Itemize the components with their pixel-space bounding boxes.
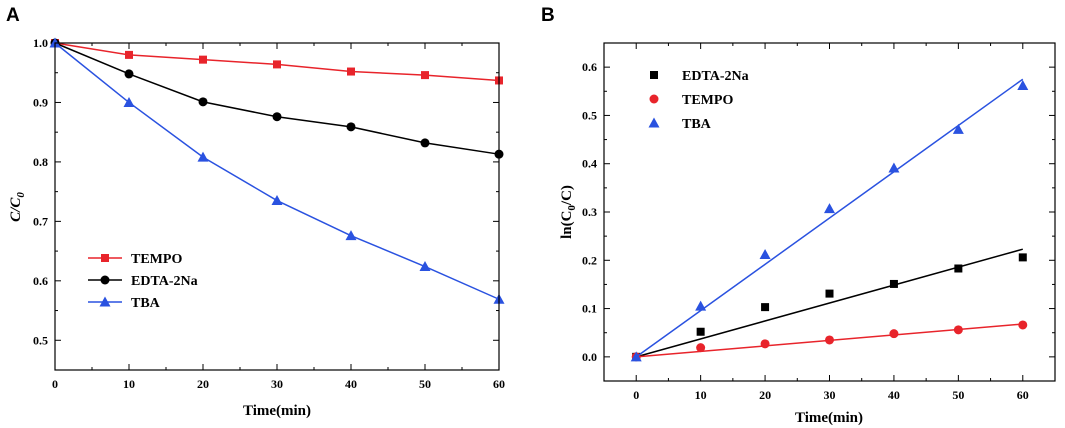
panel-b-ticks: 0 10 20 30 40 50 60 0.0 0.1 0.2 0.3 0.4 0.5 0.6 [582, 43, 1055, 402]
b-point-tba [695, 300, 707, 311]
b-x-tick-label: 10 [695, 388, 707, 402]
b-legend-marker-tba [648, 117, 660, 128]
b-legend-label-tba: TBA [682, 117, 712, 132]
a-point-edta-2na [272, 112, 282, 122]
a-x-tick-label: 40 [345, 377, 357, 391]
a-point-tba [123, 96, 135, 107]
b-y-tick-label: 0.4 [582, 157, 597, 171]
a-y-tick-label: 1.0 [33, 36, 48, 50]
svg-text:C/C0: C/C0 [8, 192, 27, 222]
b-y-tick-label: 0.1 [582, 302, 597, 316]
b-point-tempo [760, 339, 770, 349]
a-legend-label-tempo: TEMPO [131, 252, 182, 267]
b-x-tick-label: 40 [888, 388, 900, 402]
panel-b-legend: EDTA-2Na TEMPO TBA [648, 69, 749, 132]
panel-b-ylabel-post: /C) [559, 185, 575, 206]
b-point-tba [1017, 79, 1029, 90]
b-point-tba [824, 203, 835, 214]
panel-letter-a: A [6, 5, 20, 26]
b-point-tempo [696, 343, 706, 353]
a-point-edta-2na [124, 69, 134, 79]
b-x-tick-label: 50 [952, 388, 964, 402]
b-point-tempo [953, 325, 963, 335]
a-legend-marker-tempo [101, 254, 109, 262]
a-y-tick-label: 0.9 [33, 95, 48, 109]
b-point-tempo [1018, 320, 1028, 330]
a-y-tick-label: 0.8 [33, 155, 48, 169]
b-point-tba [952, 123, 964, 134]
b-y-tick-label: 0.5 [582, 108, 597, 122]
b-x-tick-label: 60 [1017, 388, 1029, 402]
a-legend-marker-tba [99, 296, 111, 307]
b-legend-marker-edta-2na [650, 71, 658, 79]
b-point-tba [630, 351, 642, 362]
a-point-tba [419, 261, 431, 272]
panel-b-xlabel: Time(min) [795, 410, 863, 426]
b-point-edta-2na [761, 303, 770, 312]
a-y-tick-label: 0.6 [33, 274, 48, 288]
b-point-tba [759, 248, 771, 259]
panel-a-legend: TEMPO EDTA-2Na TBA [88, 252, 198, 311]
a-point-tba [197, 151, 209, 162]
b-point-edta-2na [954, 264, 963, 273]
panel-a-ylabel-main: C/C [8, 197, 24, 222]
panel-a-xlabel: Time(min) [243, 403, 311, 419]
panel-b-ylabel-pre: ln(C [559, 211, 575, 239]
b-y-tick-label: 0.3 [582, 205, 597, 219]
b-y-tick-label: 0.2 [582, 253, 597, 267]
b-point-edta-2na [825, 289, 834, 298]
panel-b-ylabel: ln(C0/C) [559, 185, 578, 239]
b-y-tick-label: 0.6 [582, 60, 597, 74]
panel-b-frame [603, 42, 1056, 382]
svg-text:ln(C0/C): ln(C0/C) [559, 185, 578, 239]
b-point-edta-2na [696, 327, 705, 336]
b-point-edta-2na [1018, 253, 1027, 262]
a-point-edta-2na [346, 122, 356, 132]
b-x-tick-label: 30 [824, 388, 836, 402]
a-series-line-tba [54, 42, 500, 300]
a-legend-label-tba: TBA [131, 296, 161, 311]
a-point-tempo [199, 55, 207, 64]
b-y-tick-label: 0.0 [582, 350, 597, 364]
b-legend-marker-tempo [649, 94, 659, 104]
panel-a: A 0 10 20 30 40 50 60 0.5 0.6 0.7 0.8 0.9 1.0 Time(m… [6, 5, 505, 419]
a-point-tempo [125, 50, 133, 59]
a-y-tick-label: 0.5 [33, 333, 48, 347]
panel-a-ticks: 0 10 20 30 40 50 60 0.5 0.6 0.7 0.8 0.9 1.0 [33, 36, 505, 391]
b-point-tba [888, 162, 900, 173]
panel-a-series [49, 37, 505, 304]
panel-letter-b: B [541, 5, 555, 26]
b-x-tick-label: 20 [759, 388, 771, 402]
panel-b: B 0 10 20 30 40 50 60 0.0 0.1 0.2 0.3 0.4 0.5 0.6 Tim… [541, 5, 1056, 426]
b-x-tick-label: 0 [633, 388, 639, 402]
panel-a-ylabel-sub: 0 [15, 192, 27, 198]
a-legend-label-edta-2na: EDTA-2Na [131, 274, 198, 289]
b-point-edta-2na [889, 279, 898, 288]
a-x-tick-label: 60 [493, 377, 505, 391]
a-point-edta-2na [420, 138, 430, 148]
a-point-edta-2na [198, 97, 208, 107]
a-point-tempo [273, 60, 281, 69]
a-point-tba [345, 230, 357, 241]
a-point-tba [271, 195, 283, 206]
panel-b-ylabel-sub: 0 [566, 205, 578, 211]
a-point-tempo [421, 71, 429, 80]
a-x-tick-label: 50 [419, 377, 431, 391]
a-series-line-edta-2na [54, 42, 500, 155]
a-x-tick-label: 20 [197, 377, 209, 391]
a-legend-marker-edta-2na [100, 275, 110, 285]
a-x-tick-label: 0 [52, 377, 58, 391]
a-point-tempo [347, 67, 355, 76]
panel-b-series [630, 78, 1029, 362]
a-x-tick-label: 10 [123, 377, 135, 391]
a-x-tick-label: 30 [271, 377, 283, 391]
panel-a-ylabel: C/C0 [8, 192, 27, 222]
b-legend-label-tempo: TEMPO [682, 93, 733, 108]
panel-a-frame [54, 42, 500, 371]
a-y-tick-label: 0.7 [33, 214, 48, 228]
b-point-tempo [889, 329, 899, 339]
b-legend-label-edta-2na: EDTA-2Na [682, 69, 749, 84]
b-point-tempo [825, 335, 834, 345]
